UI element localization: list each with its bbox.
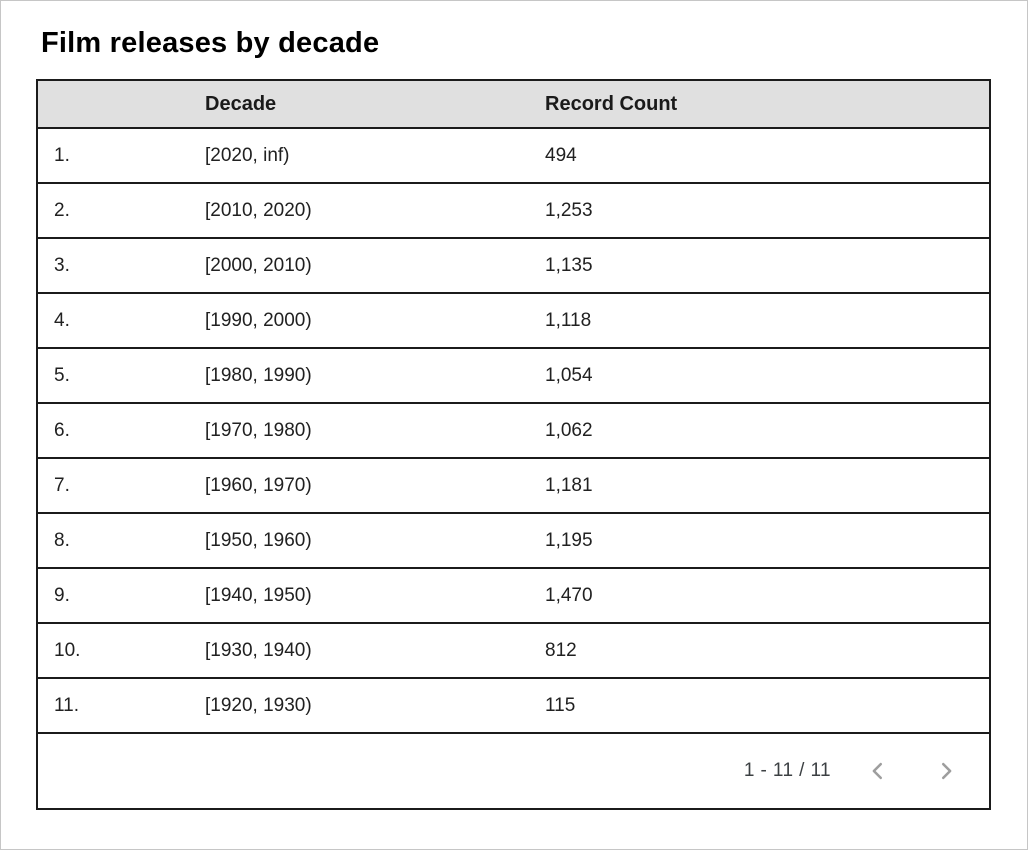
record-count-cell: 1,062 [545, 419, 593, 441]
table-body: 1. [2020, inf) 494 2. [2010, 2020) 1,253… [37, 128, 990, 809]
table-widget: Decade Record Count 1. [2020, inf) 494 2… [36, 79, 991, 810]
table-row: 3. [2000, 2010) 1,135 [37, 238, 990, 293]
table-row: 7. [1960, 1970) 1,181 [37, 458, 990, 513]
row-number: 1. [54, 144, 70, 166]
row-number: 6. [54, 419, 70, 441]
record-count-cell: 1,253 [545, 199, 593, 221]
film-releases-table: Decade Record Count 1. [2020, inf) 494 2… [36, 79, 991, 810]
decade-cell: [1990, 2000) [205, 309, 312, 331]
record-count-cell: 1,118 [545, 309, 592, 331]
next-page-button[interactable] [925, 750, 967, 792]
decade-cell: [1960, 1970) [205, 474, 312, 496]
pagination-cell: 1 - 11 / 11 [37, 733, 990, 809]
table-row: 4. [1990, 2000) 1,118 [37, 293, 990, 348]
header-cell-record-count[interactable]: Record Count [545, 92, 678, 115]
decade-cell: [1940, 1950) [205, 584, 312, 606]
header-row: Decade Record Count [37, 80, 990, 128]
chevron-left-icon [867, 760, 889, 782]
decade-cell: [1970, 1980) [205, 419, 312, 441]
decade-cell: [1930, 1940) [205, 639, 312, 661]
record-count-cell: 115 [545, 694, 576, 716]
decade-cell: [1980, 1990) [205, 364, 312, 386]
pagination: 1 - 11 / 11 [54, 750, 967, 792]
decade-cell: [2000, 2010) [205, 254, 312, 276]
row-number: 5. [54, 364, 70, 386]
row-number: 2. [54, 199, 70, 221]
header-cell-index [37, 80, 189, 128]
record-count-cell: 1,195 [545, 529, 593, 551]
prev-page-button[interactable] [857, 750, 899, 792]
decade-cell: [2010, 2020) [205, 199, 312, 221]
table-row: 8. [1950, 1960) 1,195 [37, 513, 990, 568]
row-number: 4. [54, 309, 70, 331]
row-number: 8. [54, 529, 70, 551]
row-number: 3. [54, 254, 70, 276]
record-count-cell: 1,135 [545, 254, 593, 276]
table-row: 5. [1980, 1990) 1,054 [37, 348, 990, 403]
chevron-right-icon [935, 760, 957, 782]
record-count-cell: 1,470 [545, 584, 593, 606]
page-title: Film releases by decade [41, 27, 380, 59]
record-count-cell: 812 [545, 639, 577, 661]
table-row: 10. [1930, 1940) 812 [37, 623, 990, 678]
row-number: 11. [54, 694, 80, 716]
table-row: 1. [2020, inf) 494 [37, 128, 990, 183]
record-count-cell: 1,054 [545, 364, 593, 386]
page-range-label: 1 - 11 / 11 [743, 760, 831, 781]
pagination-row: 1 - 11 / 11 [37, 733, 990, 809]
table-row: 6. [1970, 1980) 1,062 [37, 403, 990, 458]
table-row: 11. [1920, 1930) 115 [37, 678, 990, 733]
decade-cell: [1920, 1930) [205, 694, 312, 716]
table-header: Decade Record Count [37, 80, 990, 128]
header-cell-decade[interactable]: Decade [205, 92, 277, 115]
record-count-cell: 494 [545, 144, 577, 166]
table-row: 9. [1940, 1950) 1,470 [37, 568, 990, 623]
row-number: 10. [54, 639, 81, 661]
row-number: 7. [54, 474, 70, 496]
table-row: 2. [2010, 2020) 1,253 [37, 183, 990, 238]
row-number: 9. [54, 584, 70, 606]
record-count-cell: 1,181 [545, 474, 593, 496]
decade-cell: [1950, 1960) [205, 529, 312, 551]
decade-cell: [2020, inf) [205, 144, 290, 166]
